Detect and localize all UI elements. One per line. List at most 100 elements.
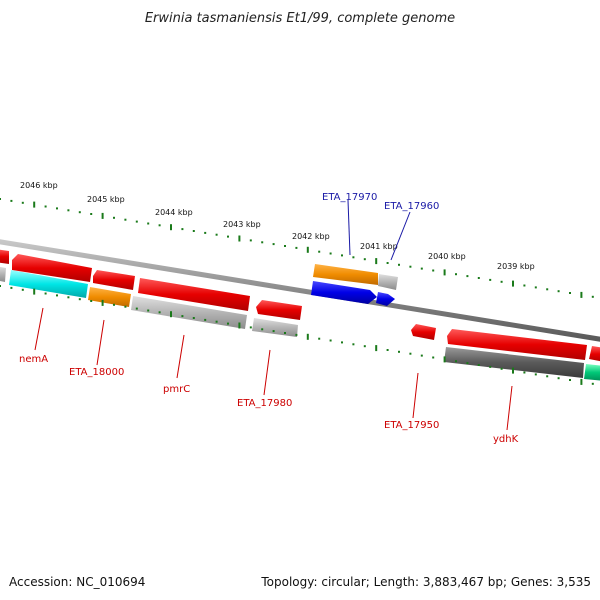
lower-minor-tick (227, 322, 229, 325)
gene-labels: ETA_17970 ETA_17960 nemA ETA_18000 pmrC … (19, 192, 519, 445)
upper-minor-tick (113, 216, 115, 219)
lower-minor-tick (557, 377, 560, 380)
upper-major-tick (33, 201, 36, 208)
upper-minor-tick (147, 222, 150, 225)
lower-minor-tick (455, 360, 457, 363)
upper-minor-tick (21, 201, 24, 204)
gene-cyan-left-edge-a[interactable] (0, 266, 6, 282)
upper-minor-tick (363, 258, 366, 261)
genome-title: Erwinia tasmaniensis Et1/99, complete ge… (145, 11, 455, 26)
leader-eta-18000 (96, 319, 105, 366)
upper-major-tick (580, 291, 583, 298)
lower-minor-tick (147, 309, 150, 312)
lower-major-tick (33, 288, 36, 295)
tick-label-2043: 2043 kbp (223, 220, 261, 229)
lower-major-tick (443, 356, 446, 363)
lower-major-tick (170, 311, 172, 318)
tick-label-2045: 2045 kbp (87, 195, 125, 204)
tick-label-2040: 2040 kbp (428, 252, 466, 261)
gene-gray-pmrc[interactable] (131, 296, 247, 329)
upper-minor-tick (398, 263, 400, 266)
lower-major-tick (306, 333, 309, 340)
gene-label-eta-17980[interactable]: ETA_17980 (237, 398, 292, 409)
upper-minor-tick (44, 205, 47, 208)
gene-gray-eta-17980[interactable] (252, 318, 298, 337)
upper-minor-tick (67, 209, 70, 212)
gene-eta-17970-forward[interactable] (313, 264, 378, 285)
upper-minor-tick (56, 207, 58, 210)
lower-minor-tick (158, 311, 161, 314)
upper-major-tick (101, 212, 104, 219)
genome-backbone (0, 239, 600, 342)
upper-major-tick (375, 258, 378, 265)
upper-minor-tick (546, 288, 549, 291)
upper-minor-tick (329, 252, 332, 255)
gene-label-eta-17950[interactable]: ETA_17950 (384, 420, 439, 431)
tick-label-2042: 2042 kbp (292, 232, 330, 241)
upper-minor-tick (0, 198, 1, 200)
lower-minor-tick (318, 337, 321, 340)
lower-minor-tick (569, 379, 571, 381)
lower-minor-tick (124, 305, 127, 308)
lower-tick-dots (0, 285, 594, 385)
accession-text: Accession: NC_010694 (9, 575, 145, 589)
gene-label-nema[interactable]: nemA (19, 354, 48, 365)
upper-minor-tick (523, 284, 526, 287)
lower-minor-tick (135, 307, 138, 310)
gene-red-edge-right[interactable] (589, 346, 600, 362)
gene-red-eta-17980-upstream[interactable] (256, 300, 302, 320)
lower-minor-tick (67, 296, 70, 299)
tick-labels: 2046 kbp 2045 kbp 2044 kbp 2043 kbp 2042… (20, 181, 535, 271)
lower-minor-tick (534, 373, 537, 376)
lower-minor-tick (0, 285, 1, 287)
upper-major-tick (170, 224, 172, 231)
gene-red-eta-18000-upstream[interactable] (93, 270, 135, 290)
lower-major-tick (375, 345, 378, 352)
lower-major-tick (238, 322, 241, 329)
gene-label-pmrc[interactable]: pmrC (163, 384, 190, 395)
lower-minor-tick (329, 339, 332, 342)
lower-minor-tick (523, 371, 526, 374)
gene-label-eta-17970[interactable]: ETA_17970 (322, 192, 377, 203)
upper-major-tick (512, 280, 514, 287)
upper-minor-tick (295, 246, 298, 249)
gene-cyan-nema[interactable] (9, 270, 88, 298)
gene-red-ydhk-upstream[interactable] (447, 329, 587, 360)
gene-red-pmrc-upstream[interactable] (138, 278, 250, 311)
upper-major-tick (238, 235, 241, 242)
upper-minor-tick (158, 224, 161, 227)
gene-label-eta-17960[interactable]: ETA_17960 (384, 201, 439, 212)
lower-minor-tick (10, 286, 13, 289)
gene-dark-ydhk[interactable] (444, 347, 584, 378)
upper-minor-tick (352, 256, 355, 259)
upper-minor-tick (10, 199, 13, 202)
upper-minor-tick (261, 241, 264, 244)
lower-minor-tick (44, 292, 47, 295)
lower-tick-track (0, 285, 594, 385)
genome-summary-text: Topology: circular; Length: 3,883,467 bp… (260, 575, 591, 589)
tick-label-2044: 2044 kbp (155, 208, 193, 217)
gene-label-ydhk[interactable]: ydhK (493, 434, 519, 445)
gene-red-eta-17950-upstream[interactable] (411, 324, 436, 340)
gene-green-right-edge[interactable] (584, 364, 600, 381)
upper-minor-tick (569, 292, 571, 294)
leader-eta-17970 (347, 199, 351, 256)
leader-eta-17960 (390, 211, 411, 261)
gene-red-edge-left[interactable] (0, 249, 9, 264)
upper-minor-tick (557, 290, 560, 293)
lower-minor-tick (466, 362, 469, 365)
lower-minor-tick (352, 343, 355, 346)
gene-label-eta-18000[interactable]: ETA_18000 (69, 367, 124, 378)
gene-eta-17960-forward[interactable] (378, 274, 398, 290)
leader-nema (34, 307, 44, 351)
lower-minor-tick (215, 320, 218, 323)
lower-minor-tick (272, 330, 275, 333)
gene-red-nema-upstream[interactable] (12, 254, 92, 282)
gene-forward-blue-short[interactable] (376, 292, 395, 306)
gene-orange-eta-18000[interactable] (88, 287, 131, 307)
upper-minor-tick (477, 277, 480, 279)
lower-minor-tick (204, 318, 207, 321)
upper-minor-tick (341, 254, 343, 257)
gene-forward-blue-long[interactable] (311, 281, 377, 304)
upper-minor-tick (591, 295, 594, 298)
